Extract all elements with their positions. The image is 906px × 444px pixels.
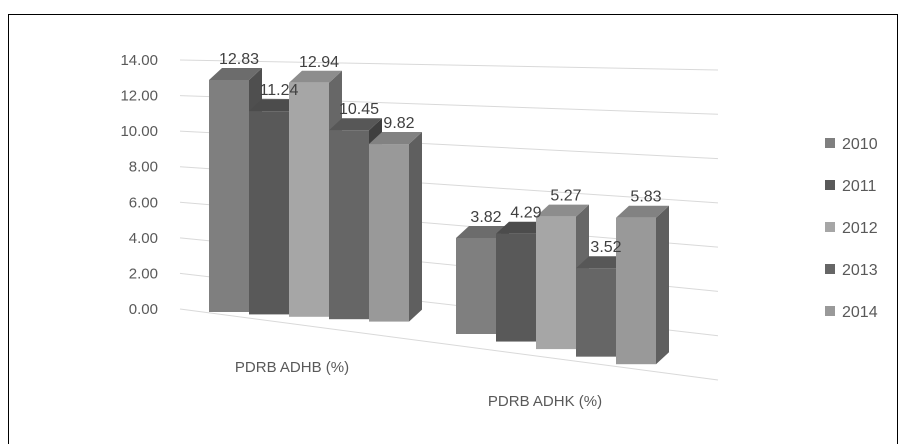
legend-swatch-2012: [825, 222, 835, 232]
bar-2010: [456, 238, 496, 334]
legend-swatch-2010: [825, 138, 835, 148]
bar-top: [496, 221, 549, 234]
data-label: 11.24: [260, 82, 299, 99]
bar-top: [329, 118, 382, 131]
legend-swatch-2013: [825, 264, 835, 274]
bar-top: [536, 204, 589, 217]
legend-swatch-2014: [825, 306, 835, 316]
bar-side: [409, 132, 422, 322]
legend-swatch-2011: [825, 180, 835, 190]
data-label: 5.83: [630, 189, 661, 206]
chart-frame: [8, 14, 898, 444]
legend-label: 2013: [842, 262, 878, 279]
data-label: 12.94: [299, 54, 339, 71]
y-tick-label: 4.00: [129, 230, 158, 247]
bar-2014: [369, 144, 409, 322]
legend-label: 2014: [842, 304, 878, 321]
bar-2013: [576, 268, 616, 357]
y-tick-label: 14.00: [120, 52, 158, 69]
bar-top: [576, 256, 629, 269]
bar-top: [289, 70, 342, 83]
data-label: 12.83: [219, 51, 259, 68]
category-label: PDRB ADHK (%): [488, 393, 602, 410]
bar-top: [456, 226, 509, 238]
category-label: PDRB ADHB (%): [235, 359, 349, 376]
data-label: 4.29: [510, 205, 541, 222]
bar-side: [656, 205, 669, 365]
data-label: 3.52: [590, 239, 621, 256]
bar-2012: [289, 82, 329, 317]
y-tick-label: 6.00: [129, 194, 158, 211]
data-label: 9.82: [383, 115, 414, 132]
y-tick-label: 10.00: [120, 123, 158, 140]
data-label: 3.82: [470, 209, 501, 226]
y-tick-label: 2.00: [129, 265, 158, 282]
gridline: [179, 59, 719, 71]
legend-label: 2011: [842, 178, 877, 195]
bar-chart-3d: 0.00 2.00 4.00 6.00 8.00 10.00 12.00 14.00 12.83…: [120, 51, 878, 410]
legend-label: 2010: [842, 136, 878, 153]
data-label: 5.27: [550, 188, 581, 205]
bar-2014: [616, 217, 656, 365]
gridline: [179, 95, 719, 115]
y-tick-label: 8.00: [129, 159, 158, 176]
y-tick-label: 12.00: [120, 88, 158, 105]
bar-top: [369, 132, 422, 145]
legend-label: 2012: [842, 220, 878, 237]
gridline: [179, 308, 719, 381]
bar-2011: [496, 233, 536, 342]
bar-2013: [329, 130, 369, 320]
bar-2011: [249, 111, 289, 315]
bar-top: [616, 205, 669, 218]
bar-top: [209, 68, 262, 80]
bar-top: [249, 99, 302, 112]
bar-2012: [536, 216, 576, 350]
y-tick-label: 0.00: [129, 301, 158, 318]
bar-2010: [209, 80, 249, 312]
data-label: 10.45: [339, 101, 379, 118]
